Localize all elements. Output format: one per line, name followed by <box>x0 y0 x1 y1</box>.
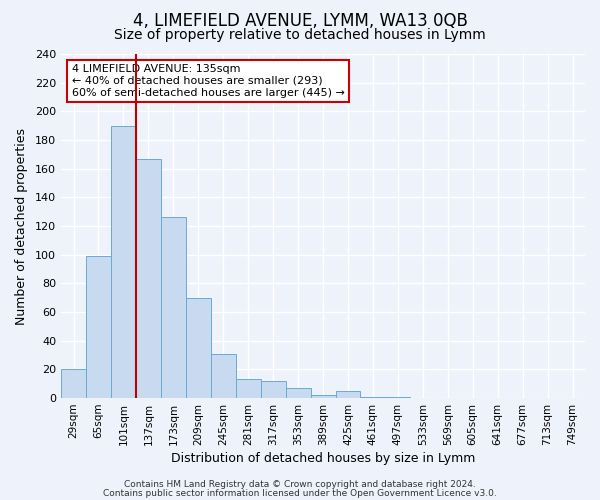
Bar <box>385 396 410 398</box>
Bar <box>286 388 311 398</box>
Bar <box>311 395 335 398</box>
Text: Size of property relative to detached houses in Lymm: Size of property relative to detached ho… <box>114 28 486 42</box>
Bar <box>211 354 236 398</box>
Bar <box>111 126 136 398</box>
Text: Contains HM Land Registry data © Crown copyright and database right 2024.: Contains HM Land Registry data © Crown c… <box>124 480 476 489</box>
Bar <box>161 218 186 398</box>
Text: 4, LIMEFIELD AVENUE, LYMM, WA13 0QB: 4, LIMEFIELD AVENUE, LYMM, WA13 0QB <box>133 12 467 30</box>
Text: Contains public sector information licensed under the Open Government Licence v3: Contains public sector information licen… <box>103 488 497 498</box>
Bar <box>61 370 86 398</box>
Text: 4 LIMEFIELD AVENUE: 135sqm
← 40% of detached houses are smaller (293)
60% of sem: 4 LIMEFIELD AVENUE: 135sqm ← 40% of deta… <box>71 64 344 98</box>
Bar <box>335 391 361 398</box>
Bar <box>136 158 161 398</box>
Bar <box>236 380 260 398</box>
Bar <box>361 396 385 398</box>
Y-axis label: Number of detached properties: Number of detached properties <box>15 128 28 324</box>
Bar <box>86 256 111 398</box>
Bar <box>260 381 286 398</box>
X-axis label: Distribution of detached houses by size in Lymm: Distribution of detached houses by size … <box>171 452 475 465</box>
Bar <box>186 298 211 398</box>
